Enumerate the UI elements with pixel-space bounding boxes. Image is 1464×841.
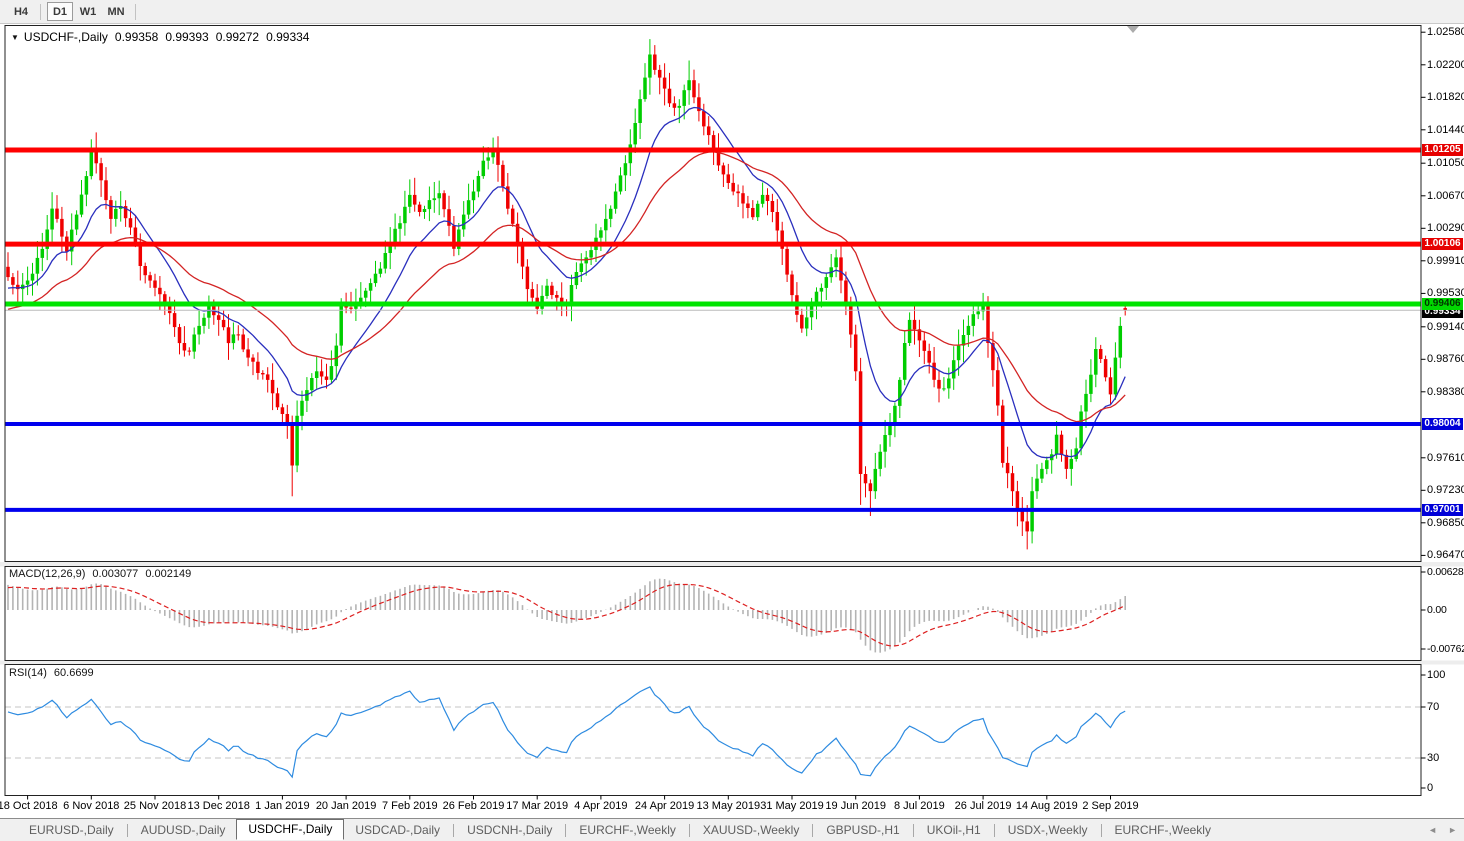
tab-separator	[912, 823, 914, 837]
chart-tab-gbpusd-h1[interactable]: GBPUSD-,H1	[826, 823, 900, 837]
tab-separator	[1100, 823, 1102, 837]
timeframe-button-h4[interactable]: H4	[8, 2, 34, 21]
macd-value-main: 0.003077	[92, 568, 139, 580]
chart-tab-audusd-daily[interactable]: AUDUSD-,Daily	[140, 823, 226, 837]
chart-tab-usdcnh-daily[interactable]: USDCNH-,Daily	[467, 823, 553, 837]
toolbar-separator	[135, 3, 136, 20]
toolbar-separator	[40, 3, 41, 20]
timeframe-button-d1[interactable]: D1	[47, 2, 73, 21]
timeframe-button-w1[interactable]: W1	[75, 2, 101, 21]
ohlc-open: 0.99358	[114, 30, 159, 44]
chart-tab-usdchf-daily[interactable]: USDCHF-,Daily	[236, 819, 345, 840]
tab-scroll-arrows: ◄ ►	[1428, 822, 1457, 838]
tab-separator	[453, 823, 455, 837]
ohlc-high: 0.99393	[165, 30, 209, 44]
chart-tab-eurusd-daily[interactable]: EURUSD-,Daily	[29, 823, 114, 837]
chart-collapse-icon[interactable]: ▼	[11, 32, 19, 42]
rsi-label: RSI(14) 60.6699	[9, 667, 94, 679]
tab-separator	[812, 823, 814, 837]
chart-tab-eurchf-weekly[interactable]: EURCHF-,Weekly	[1114, 823, 1211, 837]
macd-panel[interactable]	[7, 578, 1126, 653]
chart-tab-usdcad-daily[interactable]: USDCAD-,Daily	[355, 823, 441, 837]
chart-symbol-label: USDCHF-,Daily	[23, 30, 108, 44]
chart-tab-usdx-weekly[interactable]: USDX-,Weekly	[1007, 823, 1088, 837]
chart-tab-xauusd-weekly[interactable]: XAUUSD-,Weekly	[702, 823, 800, 837]
chart-title: ▼ USDCHF-,Daily 0.99358 0.99393 0.99272 …	[11, 30, 309, 44]
timeframe-toolbar: H4 D1 W1 MN	[0, 0, 1464, 24]
tab-separator	[993, 823, 995, 837]
chart-tabbar: EURUSD-,Daily AUDUSD-,Daily USDCHF-,Daily U…	[0, 818, 1464, 841]
panel-frames	[0, 25, 1464, 800]
ohlc-low: 0.99272	[215, 30, 260, 44]
rsi-name: RSI(14)	[9, 667, 47, 679]
tabs-scroll-right-icon[interactable]: ►	[1448, 825, 1457, 835]
price-panel[interactable]	[5, 39, 1421, 550]
macd-name: MACD(12,26,9)	[9, 568, 86, 580]
chart-shift-marker-icon[interactable]	[1127, 26, 1139, 33]
ohlc-close: 0.99334	[266, 30, 310, 44]
rsi-value: 60.6699	[53, 667, 94, 679]
chart-tab-ukoil-h1[interactable]: UKOil-,H1	[926, 823, 981, 837]
rsi-panel[interactable]	[5, 686, 1421, 779]
macd-label: MACD(12,26,9) 0.003077 0.002149	[9, 568, 191, 580]
timeframe-button-mn[interactable]: MN	[103, 2, 129, 21]
macd-value-signal: 0.002149	[145, 568, 192, 580]
tab-separator	[565, 823, 567, 837]
chart-tab-eurchf-weekly[interactable]: EURCHF-,Weekly	[579, 823, 676, 837]
tabs-scroll-left-icon[interactable]: ◄	[1428, 825, 1438, 835]
tab-separator	[126, 823, 128, 837]
tab-separator	[688, 823, 690, 837]
